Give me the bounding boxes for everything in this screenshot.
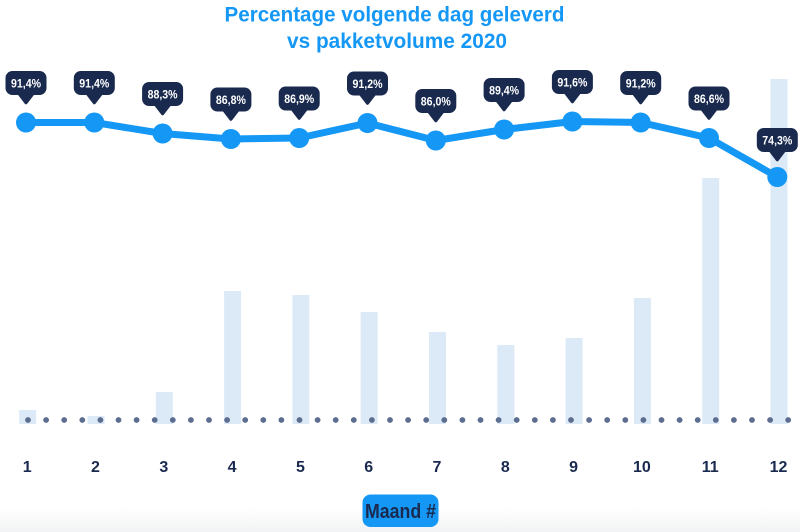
svg-text:86,8%: 86,8% bbox=[216, 95, 246, 107]
svg-text:91,6%: 91,6% bbox=[557, 77, 587, 89]
svg-text:86,6%: 86,6% bbox=[694, 94, 724, 106]
svg-text:4: 4 bbox=[228, 459, 237, 476]
svg-text:6: 6 bbox=[364, 459, 373, 476]
svg-text:88,3%: 88,3% bbox=[148, 89, 178, 101]
svg-text:7: 7 bbox=[433, 459, 442, 476]
svg-text:74,3%: 74,3% bbox=[762, 135, 792, 147]
svg-text:10: 10 bbox=[633, 459, 651, 476]
svg-text:5: 5 bbox=[296, 459, 305, 476]
svg-text:1: 1 bbox=[23, 459, 32, 476]
svg-text:vs pakketvolume 2020: vs pakketvolume 2020 bbox=[287, 29, 507, 53]
svg-text:2: 2 bbox=[91, 459, 100, 476]
svg-text:9: 9 bbox=[569, 459, 578, 476]
svg-text:8: 8 bbox=[501, 459, 510, 476]
svg-text:86,9%: 86,9% bbox=[284, 94, 314, 106]
svg-text:91,2%: 91,2% bbox=[626, 78, 656, 90]
svg-text:Maand #: Maand # bbox=[365, 501, 436, 523]
svg-text:Percentage volgende dag geleve: Percentage volgende dag geleverd bbox=[225, 3, 565, 27]
svg-text:3: 3 bbox=[159, 459, 168, 476]
svg-text:86,0%: 86,0% bbox=[421, 96, 451, 108]
svg-text:11: 11 bbox=[702, 459, 719, 476]
svg-text:12: 12 bbox=[770, 459, 788, 476]
svg-text:91,2%: 91,2% bbox=[353, 79, 383, 91]
svg-text:89,4%: 89,4% bbox=[489, 85, 519, 97]
svg-text:91,4%: 91,4% bbox=[11, 78, 41, 90]
svg-text:91,4%: 91,4% bbox=[79, 78, 109, 90]
